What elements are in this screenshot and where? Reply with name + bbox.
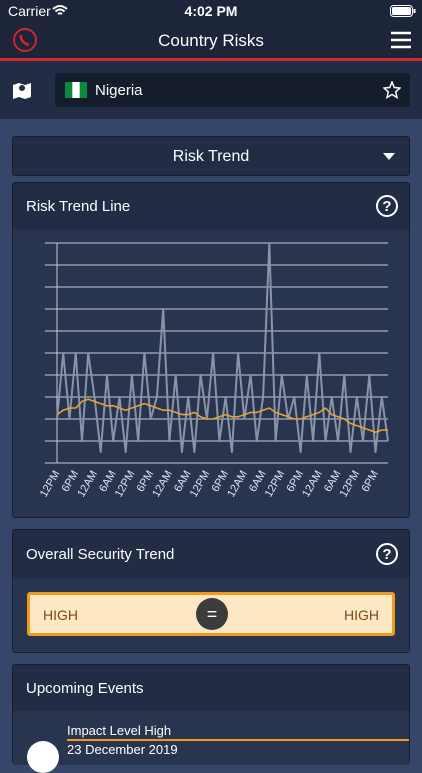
help-button[interactable]: ? [375, 194, 399, 218]
event-divider [67, 739, 409, 741]
series-line [56, 398, 388, 433]
card-title: Overall Security Trend [26, 546, 175, 563]
nav-title: Country Risks [158, 31, 264, 50]
carrier: Carrier [8, 3, 51, 19]
x-tick-label: 12PM [263, 469, 288, 500]
nav-bar: Country Risks [0, 22, 422, 61]
trend-to: HIGH [344, 607, 379, 623]
trend-from: HIGH [43, 607, 78, 623]
svg-text:?: ? [382, 198, 391, 215]
x-tick-label: 12PM [338, 469, 363, 500]
country-name: Nigeria [95, 82, 143, 99]
favorite-star[interactable] [383, 81, 401, 99]
phone-button[interactable] [12, 27, 38, 53]
x-tick-label: 12AM [225, 469, 250, 500]
x-tick-label: 12AM [75, 469, 100, 500]
event-icon [27, 741, 59, 773]
country-bar: Nigeria [0, 61, 422, 119]
status-bar: Carrier 4:02 PM [0, 0, 422, 22]
clock: 4:02 PM [184, 3, 238, 19]
x-tick-label: 12AM [150, 469, 175, 500]
dropdown-arrow [383, 153, 395, 160]
x-tick-label: 12PM [188, 469, 213, 500]
x-tick-label: 12AM [300, 469, 325, 500]
event-level: Impact Level High [67, 723, 172, 738]
menu-button[interactable] [390, 30, 412, 50]
series-line [56, 242, 389, 453]
battery-icon [390, 5, 416, 17]
flag [65, 82, 87, 98]
map-icon[interactable] [12, 81, 32, 99]
trend-symbol: = [196, 598, 228, 630]
svg-text:?: ? [382, 546, 391, 563]
trend-dropdown[interactable]: Risk Trend [12, 136, 410, 176]
x-tick-label: 12PM [113, 469, 138, 500]
country-selector[interactable]: Nigeria [55, 73, 410, 107]
x-tick-label: 6PM [359, 469, 381, 495]
chart: 12PM6PM12AM6AM12PM6PM12AM6AM12PM6PM12AM6… [38, 242, 389, 500]
card-title: Upcoming Events [26, 680, 144, 697]
x-tick-label: 12PM [38, 469, 63, 500]
help-button[interactable]: ? [375, 542, 399, 566]
events-card: Upcoming Events Impact Level High 23 Dec… [12, 664, 410, 773]
trend-area: HIGH = HIGH [13, 578, 409, 652]
security-card: Overall Security Trend ? HIGH = HIGH [12, 529, 410, 653]
wifi-icon [52, 5, 68, 15]
event-row[interactable]: Impact Level High 23 December 2019 [13, 711, 409, 773]
card-title: Risk Trend Line [26, 198, 131, 215]
trend-indicator: HIGH = HIGH [27, 592, 395, 636]
dropdown-label: Risk Trend [172, 148, 250, 165]
